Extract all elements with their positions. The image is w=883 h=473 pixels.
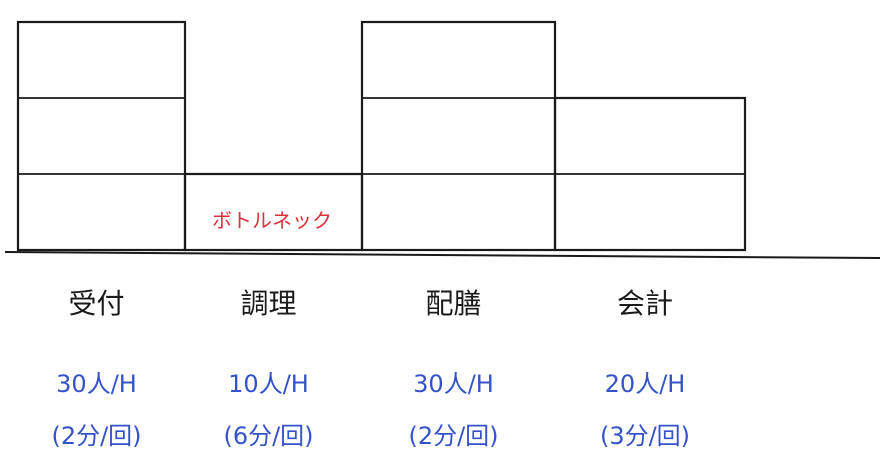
- cycle-label: (3分/回): [600, 422, 690, 450]
- value-label: 30人/H: [413, 370, 494, 398]
- cycle-label: (2分/回): [51, 422, 141, 450]
- annotation: ボトルネック: [212, 209, 332, 233]
- value-label: 10人/H: [228, 370, 309, 398]
- cycle-label: (2分/回): [408, 422, 498, 450]
- bar: [16, 20, 187, 252]
- baseline: [4, 251, 881, 259]
- value-label: 30人/H: [56, 370, 137, 398]
- value-label: 20人/H: [605, 370, 686, 398]
- category-label: 調理: [240, 287, 296, 320]
- bar: [360, 20, 557, 252]
- category-label: 受付: [68, 287, 124, 320]
- category-label: 配膳: [425, 287, 481, 320]
- category-label: 会計: [617, 287, 673, 320]
- cycle-label: (6分/回): [223, 422, 313, 450]
